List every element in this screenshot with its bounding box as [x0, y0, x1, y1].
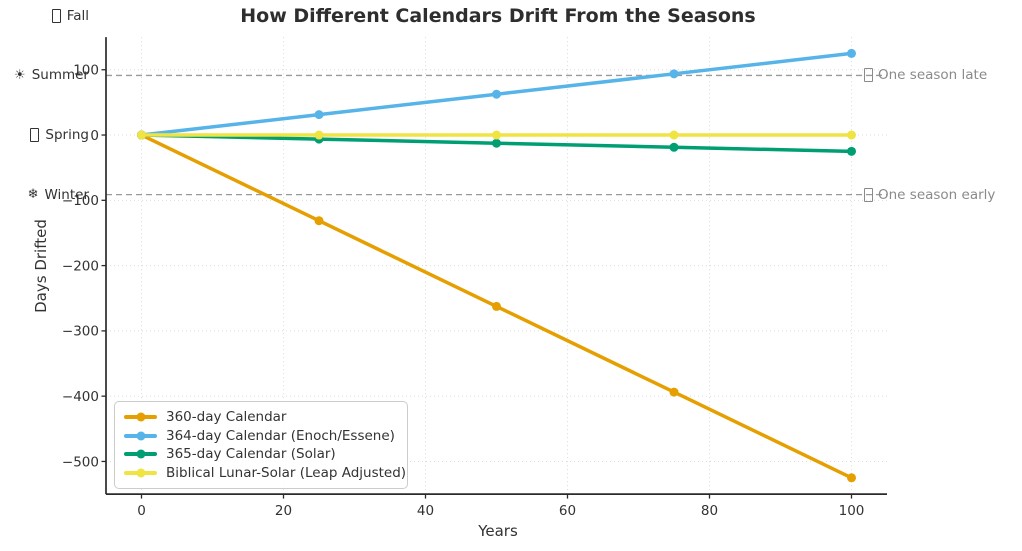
data-point-364-day-calendar-enoch-essene [492, 89, 501, 99]
data-point-360-day-calendar [847, 473, 856, 483]
legend-label: 365-day Calendar (Solar) [166, 446, 336, 463]
data-point-364-day-calendar-enoch-essene [669, 69, 679, 79]
y-tick-label: −500 [62, 454, 99, 470]
legend-marker-dot [136, 431, 145, 441]
x-axis-label: Years [478, 522, 518, 540]
y-tick-label: −100 [62, 193, 99, 209]
y-tick-label: −200 [62, 258, 99, 274]
y-tick-label: 100 [73, 63, 99, 79]
chart-title: How Different Calendars Drift From the S… [240, 5, 756, 27]
data-point-360-day-calendar [669, 387, 679, 397]
legend-marker-dot [136, 449, 145, 459]
season-label-fall: Fall [51, 7, 89, 25]
sun-icon: ☀ [14, 67, 26, 83]
snowflake-icon: ❄ [27, 187, 39, 203]
y-tick-label: −300 [62, 324, 99, 340]
x-tick-label: 0 [137, 503, 146, 519]
x-tick-label: 40 [417, 503, 434, 519]
x-tick-label: 20 [275, 503, 292, 519]
data-point-365-day-calendar-solar [492, 138, 501, 148]
x-tick-label: 100 [839, 503, 865, 519]
data-point-365-day-calendar-solar [847, 146, 856, 156]
legend-label: Biblical Lunar-Solar (Leap Adjusted) [166, 464, 407, 481]
threshold-label-one-season-late: One season late [864, 66, 987, 84]
data-point-360-day-calendar [314, 216, 324, 226]
alarm-clock-icon [864, 187, 873, 202]
season-label-text: Winter [44, 186, 89, 203]
season-label-summer: ☀ Summer [14, 66, 89, 84]
data-point-364-day-calendar-enoch-essene [314, 110, 324, 120]
y-tick-label: −400 [62, 389, 99, 405]
legend-row-360-day-calendar: 360-day Calendar [124, 408, 398, 427]
data-point-biblical-lunar-solar-leap-adjusted [492, 130, 501, 140]
legend-label: 360-day Calendar [166, 409, 287, 426]
data-point-364-day-calendar-enoch-essene [847, 48, 856, 58]
y-tick-label: 0 [90, 128, 99, 144]
y-axis-label: Days Drifted [32, 219, 50, 313]
legend-row-biblical-lunar-solar-leap-adjusted: Biblical Lunar-Solar (Leap Adjusted) [124, 464, 406, 483]
data-point-360-day-calendar [492, 301, 501, 311]
threshold-label-one-season-early: One season early [864, 186, 995, 204]
threshold-label-text: One season late [878, 67, 988, 84]
legend-line-sample [124, 468, 157, 478]
fall-leaf-icon [51, 8, 61, 23]
legend-row-365-day-calendar-solar: 365-day Calendar (Solar) [124, 445, 398, 464]
season-label-text: Summer [31, 67, 89, 84]
data-point-biblical-lunar-solar-leap-adjusted [137, 130, 146, 140]
season-label-text: Spring [45, 127, 89, 144]
legend-line-sample [124, 431, 157, 441]
legend-line-sample [124, 449, 157, 459]
season-label-spring: Spring [30, 126, 89, 144]
legend-row-364-day-calendar-enoch-essene: 364-day Calendar (Enoch/Essene) [124, 427, 398, 446]
data-point-365-day-calendar-solar [669, 142, 679, 152]
data-point-biblical-lunar-solar-leap-adjusted [847, 130, 856, 140]
season-label-winter: ❄ Winter [28, 186, 89, 204]
x-tick-label: 80 [701, 503, 718, 519]
season-label-text: Fall [66, 7, 89, 24]
data-point-biblical-lunar-solar-leap-adjusted [669, 130, 679, 140]
threshold-label-text: One season early [878, 186, 996, 203]
legend-marker-dot [136, 468, 145, 478]
legend-marker-dot [136, 412, 145, 422]
data-point-biblical-lunar-solar-leap-adjusted [314, 130, 324, 140]
legend: 360-day Calendar 364-day Calendar (Enoch/… [114, 401, 408, 489]
x-tick-label: 60 [559, 503, 576, 519]
legend-line-sample [124, 412, 157, 422]
legend-label: 364-day Calendar (Enoch/Essene) [166, 427, 395, 444]
spring-blossom-icon [30, 128, 40, 143]
alarm-clock-icon [864, 68, 873, 83]
